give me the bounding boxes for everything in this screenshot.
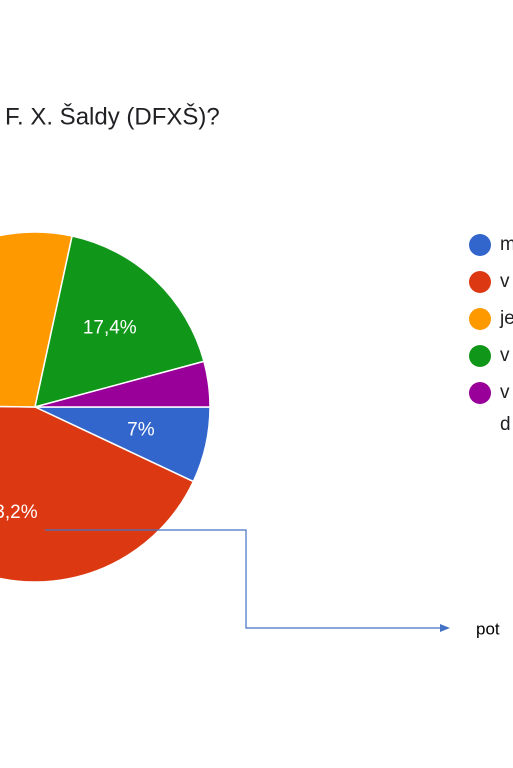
pie: 7% 43,2% 17,4% [0,231,211,583]
slice-label: 17,4% [83,317,137,338]
pie-slice [0,405,195,583]
pie-slice [34,235,205,409]
legend-label: v [500,271,510,292]
legend-label: m [500,234,513,255]
pie-slice [0,231,73,408]
legend-marker [469,308,491,330]
slice-label: 7% [127,420,155,441]
arrow-head [440,624,450,632]
chart-title: F. X. Šaldy (DFXŠ)? [5,102,220,130]
legend-marker [469,382,491,404]
legend-marker [469,345,491,367]
pie-slice [34,360,211,408]
annotation: pot [476,619,500,638]
legend-marker [469,271,491,293]
annotation-arrow [45,529,440,629]
legend-marker [469,234,491,256]
slice-label: 43,2% [0,502,38,523]
legend-label: je [499,308,513,329]
legend-label: v [500,345,510,366]
